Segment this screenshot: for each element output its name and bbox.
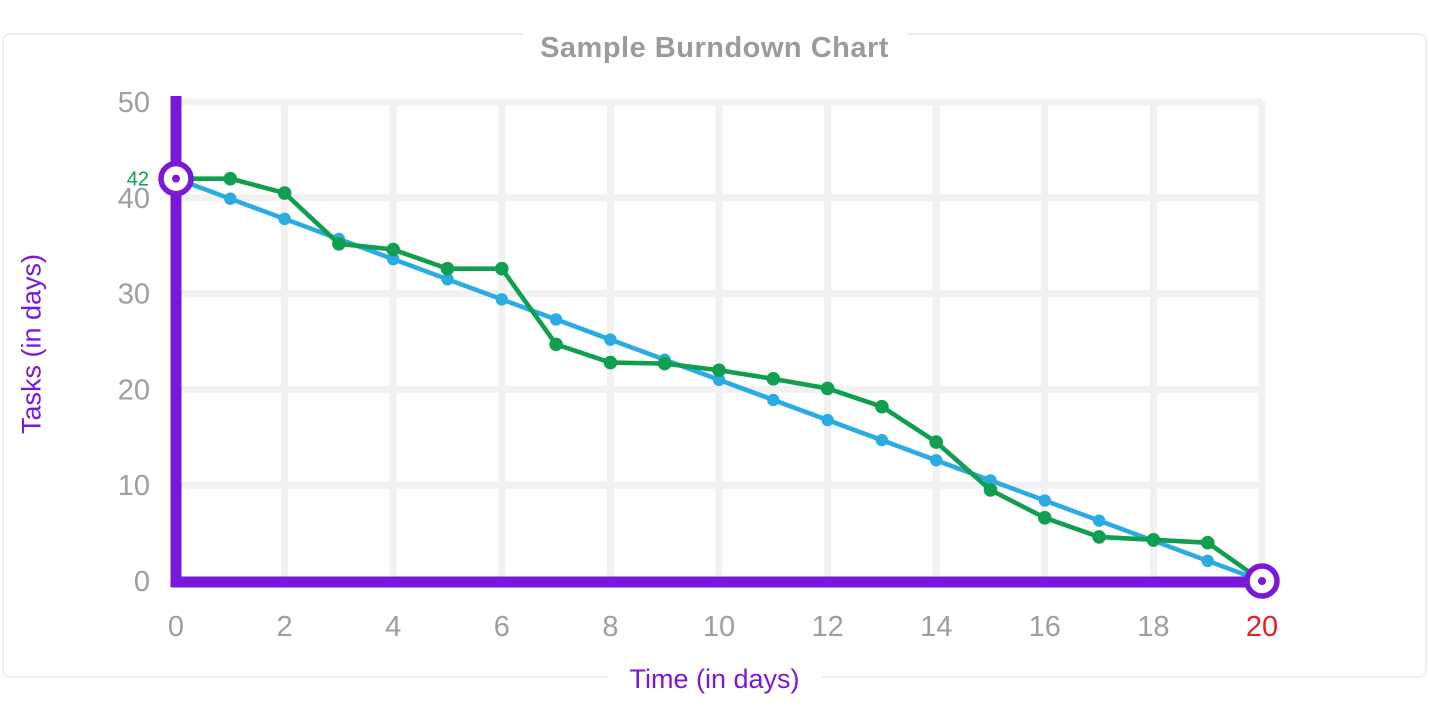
actual-data-point	[712, 363, 726, 378]
actual-data-point	[875, 399, 889, 414]
y-tick-label: 20	[118, 374, 150, 406]
y-tick-label: 40	[118, 183, 150, 215]
actual-data-point	[277, 186, 292, 200]
endpoint-ring-center-dot	[1258, 577, 1266, 585]
actual-data-point	[1038, 510, 1052, 525]
x-tick-label: 20	[1246, 611, 1278, 643]
ideal-data-point	[387, 252, 400, 266]
ideal-data-point	[875, 433, 889, 447]
ideal-data-point	[767, 393, 780, 407]
ideal-data-point	[930, 454, 943, 467]
actual-data-point	[929, 435, 943, 449]
ideal-data-point	[224, 192, 237, 205]
x-tick-label: 16	[1029, 611, 1061, 643]
actual-data-point	[1146, 533, 1161, 547]
ideal-data-point	[441, 273, 454, 286]
actual-data-point	[603, 355, 618, 370]
actual-data-point	[1092, 530, 1106, 544]
x-tick-label: 0	[168, 611, 184, 643]
x-tick-label: 10	[703, 611, 735, 643]
x-tick-label: 14	[920, 611, 952, 643]
ideal-data-point	[495, 293, 508, 306]
actual-data-point	[766, 372, 781, 386]
y-tick-label: 30	[118, 279, 150, 311]
ideal-data-point	[712, 373, 726, 387]
y-tick-label: 10	[118, 470, 150, 502]
x-tick-label: 2	[277, 611, 293, 643]
ideal-data-point	[1038, 494, 1052, 507]
x-axis-title: Time (in days)	[607, 662, 822, 697]
ideal-data-point	[984, 474, 997, 487]
actual-data-point	[223, 171, 238, 186]
actual-data-point	[1200, 535, 1215, 550]
ideal-data-point	[1201, 554, 1214, 568]
chart-title: Sample Burndown Chart	[522, 28, 907, 69]
actual-data-point	[820, 381, 835, 396]
actual-data-point	[657, 356, 672, 371]
ideal-data-point	[604, 333, 617, 346]
x-tick-label: 18	[1137, 611, 1169, 643]
x-tick-label: 12	[811, 611, 843, 643]
actual-data-point	[983, 483, 998, 497]
y-tick-label: 0	[134, 566, 150, 598]
ideal-data-point	[278, 212, 291, 226]
y-axis-title: Tasks (in days)	[16, 253, 47, 435]
x-tick-label: 6	[494, 611, 510, 643]
actual-data-point	[386, 242, 401, 257]
x-tick-label: 4	[385, 611, 401, 643]
actual-data-point	[332, 236, 346, 251]
x-tick-label: 8	[602, 611, 618, 643]
ideal-data-point	[549, 313, 563, 326]
ideal-data-point	[1092, 514, 1106, 527]
actual-data-point	[495, 261, 509, 276]
start-value-annotation: 42	[127, 169, 149, 191]
endpoint-ring-center-dot	[172, 174, 180, 183]
actual-data-point	[440, 261, 455, 276]
actual-data-point	[549, 337, 563, 352]
ideal-data-point	[821, 413, 834, 427]
y-tick-label: 50	[118, 87, 150, 119]
